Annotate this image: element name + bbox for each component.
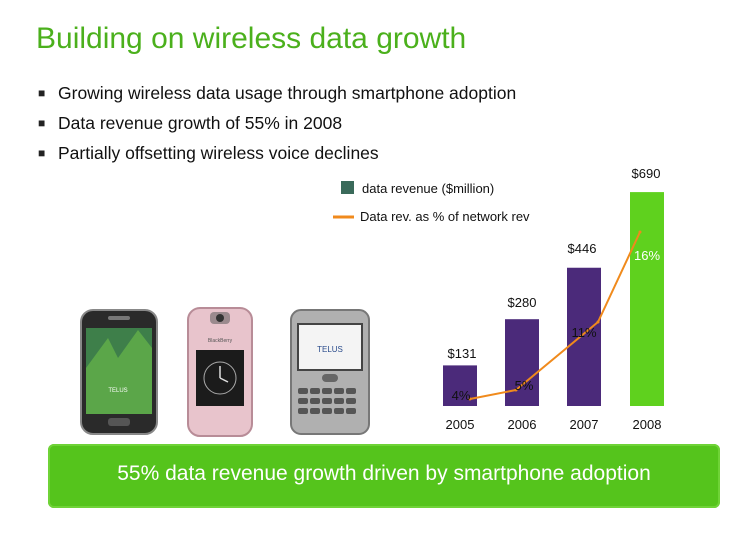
bullet-text: Partially offsetting wireless voice decl… [58, 143, 379, 163]
bar-value-label: $131 [448, 346, 477, 361]
bullet-list: ■ Growing wireless data usage through sm… [38, 80, 516, 170]
percent-label: 16% [634, 248, 660, 263]
bar-value-label: $446 [568, 241, 597, 256]
svg-text:TELUS: TELUS [108, 388, 127, 394]
bullet-item: ■ Partially offsetting wireless voice de… [38, 140, 516, 170]
banner: 55% data revenue growth driven by smartp… [48, 444, 720, 508]
percent-point [514, 388, 518, 392]
legend-label-bar: data revenue ($million) [362, 181, 494, 196]
bar-value-label: $690 [632, 166, 661, 181]
percent-point [468, 397, 472, 401]
svg-text:BlackBerry: BlackBerry [208, 338, 233, 344]
bullet-text: Data revenue growth of 55% in 2008 [58, 113, 343, 133]
x-tick-label: 2007 [570, 417, 599, 432]
bullet-text: Growing wireless data usage through smar… [58, 83, 517, 103]
banner-text: 55% data revenue growth driven by smartp… [117, 462, 651, 485]
svg-text:TELUS: TELUS [317, 345, 343, 354]
pink-flip-phone-image: BlackBerry [187, 307, 253, 437]
square-bullet-icon: ■ [38, 116, 46, 130]
percent-point [596, 320, 600, 324]
percent-label: 11% [571, 325, 596, 340]
square-bullet-icon: ■ [38, 86, 46, 100]
bar-2008 [630, 192, 664, 406]
touchscreen-smartphone-image: TELUS [80, 309, 158, 435]
bar-2007 [567, 267, 601, 406]
bar-value-label: $280 [508, 295, 537, 310]
percent-label: 5% [515, 378, 534, 393]
x-tick-label: 2006 [508, 417, 537, 432]
x-tick-label: 2005 [446, 417, 475, 432]
percent-point [638, 230, 642, 234]
bullet-item: ■ Growing wireless data usage through sm… [38, 80, 516, 110]
square-bullet-icon: ■ [38, 146, 46, 160]
legend-label-line: Data rev. as % of network rev [360, 209, 530, 224]
slide-title: Building on wireless data growth [36, 22, 467, 55]
qwerty-smartphone-image: TELUS [290, 309, 370, 435]
percent-label: 4% [452, 388, 471, 403]
bullet-item: ■ Data revenue growth of 55% in 2008 [38, 110, 516, 140]
percent-line [469, 231, 641, 400]
x-tick-label: 2008 [633, 417, 662, 432]
legend-swatch-bar [341, 181, 354, 194]
